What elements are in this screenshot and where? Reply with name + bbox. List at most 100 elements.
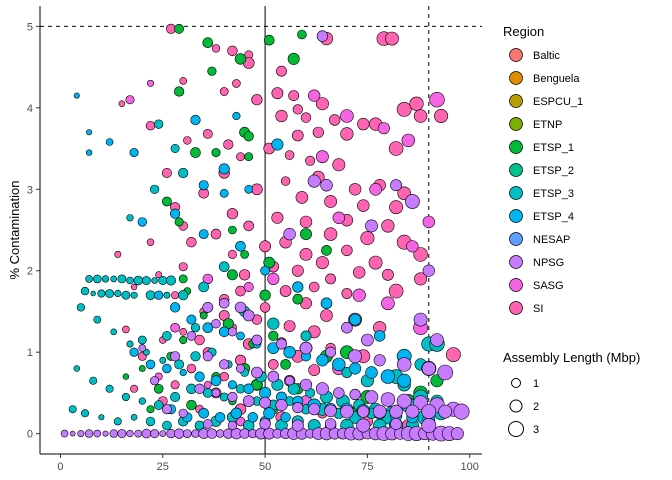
data-point bbox=[280, 176, 291, 186]
data-point bbox=[388, 141, 404, 156]
data-point bbox=[300, 112, 312, 123]
data-point bbox=[405, 404, 420, 419]
data-point bbox=[153, 383, 164, 394]
data-point bbox=[242, 309, 255, 322]
legend-key-NPSG bbox=[509, 255, 523, 269]
data-point bbox=[445, 347, 461, 362]
data-point bbox=[161, 168, 172, 179]
y-tick-label: 2 bbox=[27, 266, 33, 278]
data-point bbox=[77, 430, 85, 438]
data-point bbox=[360, 231, 375, 246]
y-tick-label: 0 bbox=[27, 429, 33, 441]
data-point bbox=[133, 275, 143, 286]
data-point bbox=[421, 404, 437, 419]
data-point bbox=[174, 217, 184, 227]
data-point bbox=[130, 283, 138, 291]
data-point bbox=[283, 227, 296, 241]
legend-key-ETNP bbox=[509, 117, 523, 131]
data-point bbox=[389, 404, 403, 419]
data-point bbox=[320, 179, 333, 192]
data-point bbox=[186, 237, 197, 248]
data-point bbox=[316, 354, 329, 367]
data-point bbox=[401, 133, 415, 148]
data-point bbox=[251, 94, 263, 106]
data-point bbox=[190, 323, 201, 333]
data-point bbox=[206, 428, 218, 439]
data-point bbox=[161, 404, 172, 415]
data-point bbox=[260, 265, 270, 276]
data-point bbox=[315, 97, 329, 111]
data-point bbox=[170, 144, 180, 154]
data-point bbox=[357, 117, 370, 131]
data-point bbox=[81, 409, 90, 418]
data-point bbox=[98, 414, 105, 421]
data-point bbox=[292, 104, 303, 115]
data-point bbox=[178, 290, 189, 301]
data-point bbox=[275, 399, 288, 412]
data-point bbox=[178, 408, 188, 418]
data-point bbox=[86, 129, 93, 136]
data-point bbox=[422, 215, 435, 229]
legend-label-SASG: SASG bbox=[533, 280, 564, 292]
data-point bbox=[122, 373, 130, 380]
data-point bbox=[159, 356, 167, 364]
data-point bbox=[388, 283, 404, 299]
data-point bbox=[129, 148, 139, 158]
legend-key-ETSP_3 bbox=[509, 186, 523, 200]
data-point bbox=[117, 274, 127, 284]
data-point bbox=[390, 179, 402, 192]
data-point bbox=[323, 227, 338, 241]
data-point bbox=[349, 388, 361, 401]
data-point bbox=[146, 405, 155, 414]
data-point bbox=[243, 131, 254, 142]
data-point bbox=[154, 119, 164, 129]
data-point bbox=[377, 122, 390, 135]
data-point bbox=[85, 275, 93, 283]
data-point bbox=[332, 357, 346, 372]
data-point bbox=[259, 396, 271, 409]
data-point bbox=[292, 281, 304, 293]
data-point bbox=[263, 34, 275, 46]
y-tick-label: 4 bbox=[27, 103, 33, 115]
data-point bbox=[243, 220, 254, 232]
data-point bbox=[357, 405, 370, 418]
data-point bbox=[308, 403, 321, 416]
data-point bbox=[227, 391, 238, 403]
data-point bbox=[105, 289, 114, 298]
axes: 0 25 50 75 100 0 1 2 3 4 5 bbox=[27, 6, 482, 473]
data-point bbox=[292, 402, 304, 414]
data-point bbox=[155, 271, 163, 279]
x-tick-label: 25 bbox=[157, 461, 169, 473]
data-point bbox=[348, 349, 362, 364]
data-point bbox=[170, 302, 181, 313]
color-legend-title: Region bbox=[503, 24, 544, 39]
data-point bbox=[163, 291, 171, 299]
data-point bbox=[80, 286, 90, 296]
data-point bbox=[372, 404, 387, 419]
data-point bbox=[121, 392, 130, 401]
data-point bbox=[284, 375, 295, 386]
y-tick-label: 1 bbox=[27, 347, 33, 359]
data-point bbox=[159, 430, 167, 437]
data-point bbox=[174, 86, 185, 97]
data-point bbox=[179, 327, 187, 336]
data-point bbox=[396, 102, 412, 117]
data-point bbox=[297, 29, 307, 40]
data-point bbox=[198, 229, 209, 239]
data-point bbox=[147, 79, 155, 87]
data-point bbox=[234, 301, 247, 314]
data-point bbox=[179, 368, 187, 377]
data-point bbox=[413, 247, 428, 262]
x-tick-label: 50 bbox=[259, 461, 271, 473]
data-point bbox=[380, 392, 396, 407]
size-key-3 bbox=[508, 421, 524, 437]
data-point bbox=[438, 404, 453, 419]
data-point bbox=[105, 138, 114, 146]
data-point bbox=[406, 240, 419, 253]
data-point bbox=[145, 290, 156, 301]
data-point bbox=[341, 288, 353, 299]
data-point bbox=[316, 30, 329, 42]
data-point bbox=[146, 238, 155, 246]
data-point bbox=[97, 289, 106, 298]
data-point bbox=[186, 363, 197, 374]
